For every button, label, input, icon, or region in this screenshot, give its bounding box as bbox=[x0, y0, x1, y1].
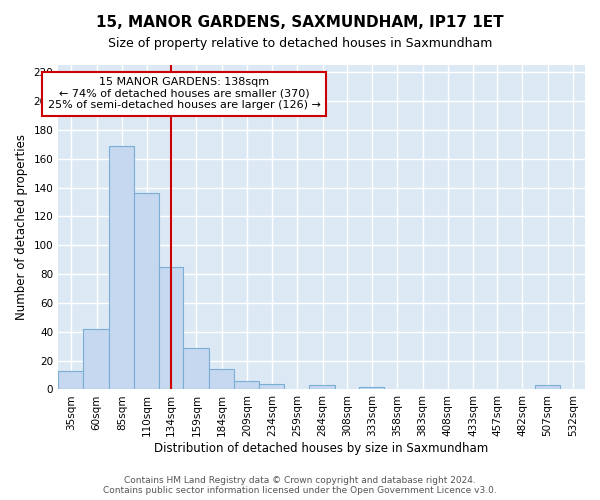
Bar bbox=[134, 194, 159, 390]
Bar bbox=[359, 386, 384, 390]
Bar bbox=[58, 370, 83, 390]
Bar bbox=[535, 385, 560, 390]
X-axis label: Distribution of detached houses by size in Saxmundham: Distribution of detached houses by size … bbox=[154, 442, 489, 455]
Bar bbox=[209, 370, 234, 390]
Bar bbox=[83, 329, 109, 390]
Text: Contains HM Land Registry data © Crown copyright and database right 2024.
Contai: Contains HM Land Registry data © Crown c… bbox=[103, 476, 497, 495]
Bar bbox=[259, 384, 284, 390]
Text: Size of property relative to detached houses in Saxmundham: Size of property relative to detached ho… bbox=[108, 38, 492, 51]
Bar bbox=[109, 146, 134, 390]
Bar bbox=[234, 381, 259, 390]
Text: 15 MANOR GARDENS: 138sqm
← 74% of detached houses are smaller (370)
25% of semi-: 15 MANOR GARDENS: 138sqm ← 74% of detach… bbox=[48, 77, 321, 110]
Y-axis label: Number of detached properties: Number of detached properties bbox=[15, 134, 28, 320]
Bar bbox=[310, 385, 335, 390]
Bar bbox=[184, 348, 209, 390]
Bar bbox=[159, 267, 184, 390]
Text: 15, MANOR GARDENS, SAXMUNDHAM, IP17 1ET: 15, MANOR GARDENS, SAXMUNDHAM, IP17 1ET bbox=[96, 15, 504, 30]
